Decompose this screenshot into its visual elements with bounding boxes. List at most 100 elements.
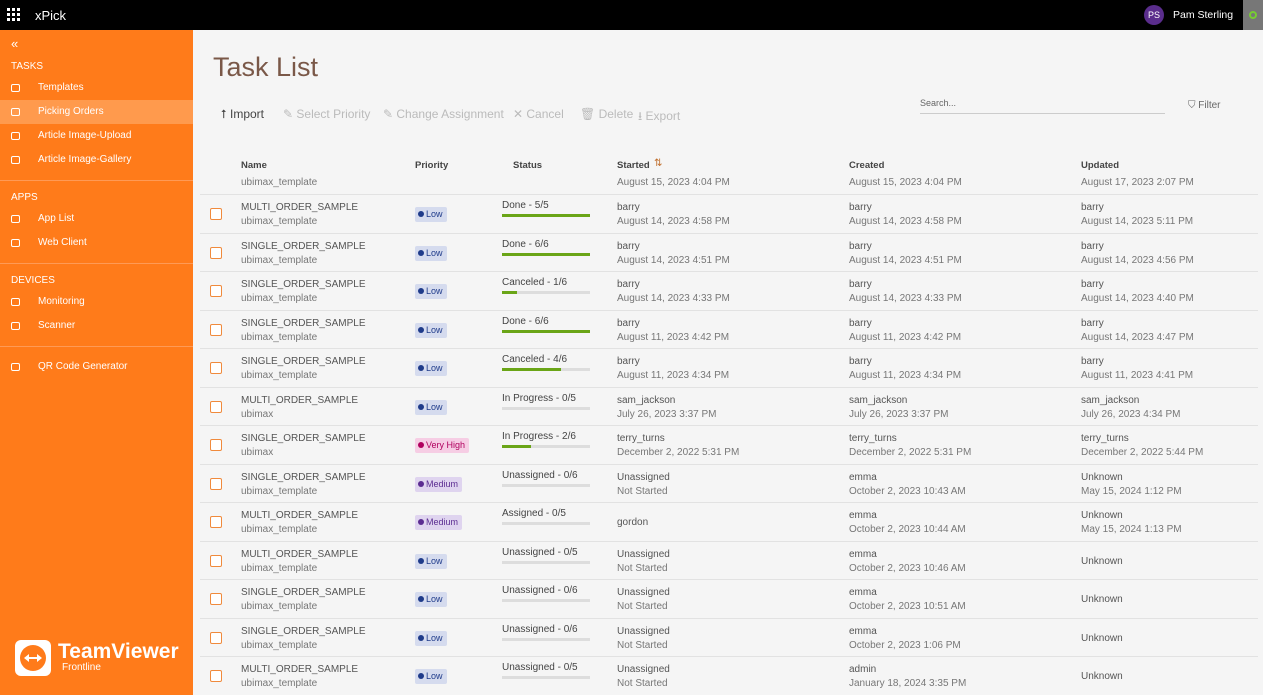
toolbar-icon: ⭡ [221,107,230,121]
priority-label: Low [426,247,443,258]
priority-badge: Low [415,553,447,569]
table-row[interactable]: SINGLE_ORDER_SAMPLE ubimax_template Low Can… [200,271,1258,310]
collapse-button[interactable]: « [11,36,19,51]
checkbox[interactable] [210,323,222,336]
filter[interactable]: ⛉ Filter [1188,100,1221,111]
priority-label: Medium [426,517,459,527]
checkbox[interactable] [210,439,222,451]
checkbox[interactable] [210,516,222,528]
nav-icon [11,84,20,92]
nav-icon [11,298,20,306]
nav-label[interactable]: Templates [38,82,84,93]
table-row[interactable]: MULTI_ORDER_SAMPLE ubimax_template Low Unas… [200,540,1258,580]
toolbar-label[interactable]: Select Priority [296,107,371,121]
table-row[interactable]: MULTI_ORDER_SAMPLE ubimax_template Low Unas… [200,656,1258,695]
column-header[interactable]: Name [241,160,267,171]
cell-text: barry [849,317,872,329]
toolbar-label[interactable]: Cancel [526,107,564,121]
cell-text: barry [617,202,640,213]
filter-label[interactable]: Filter [1198,100,1221,111]
nav-item[interactable]: Web Client [0,231,193,255]
table-row[interactable]: MULTI_ORDER_SAMPLE ubimax Low In Progress -… [200,386,1258,426]
cell-text: August 14, 2023 4:33 PM [617,293,730,304]
nav-label[interactable]: QR Code Generator [38,361,128,372]
cell-text: Unknown [1081,555,1123,567]
toolbar-label[interactable]: Change Assignment [396,107,504,121]
table-row[interactable]: SINGLE_ORDER_SAMPLE ubimax_template Low Una… [200,617,1258,657]
separator [0,180,193,181]
toolbar-button[interactable]: ⭳ Export [638,107,680,128]
column-header[interactable]: Created [849,160,885,171]
toolbar-button[interactable]: ✎ Select Priority [283,107,370,121]
cell-text: barry [1081,279,1104,290]
separator [0,263,193,264]
nav-item[interactable]: Monitoring [0,290,193,314]
apps-icon[interactable] [7,8,20,21]
cell-text: December 2, 2022 5:44 PM [1081,447,1204,458]
checkbox[interactable] [210,554,222,567]
checkbox[interactable] [210,400,222,413]
table-row[interactable]: SINGLE_ORDER_SAMPLE ubimax_template Low Don… [200,309,1258,349]
nav-label[interactable]: Picking Orders [38,106,104,117]
nav-item[interactable]: Templates [0,76,193,100]
nav-label[interactable]: Article Image-Upload [38,130,132,141]
nav-item[interactable]: QR Code Generator [0,355,193,379]
table-row[interactable]: SINGLE_ORDER_SAMPLE ubimax Very High In Pro… [200,425,1258,464]
cell-text: Not Started [617,562,668,574]
task-name: SINGLE_ORDER_SAMPLE [241,317,366,329]
toolbar-button[interactable]: ✎ Change Assignment [383,107,504,121]
priority-dot [418,249,424,256]
toolbar-button[interactable]: ✕ Cancel [513,107,564,121]
table-row[interactable]: SINGLE_ORDER_SAMPLE ubimax_template Medium… [200,463,1258,503]
table-row[interactable]: SINGLE_ORDER_SAMPLE ubimax_template Low Don… [200,232,1258,272]
nav-label[interactable]: App List [38,213,75,224]
column-header[interactable]: Started [617,160,650,171]
priority-dot [418,326,424,333]
nav-item[interactable]: Scanner [0,314,193,338]
nav-label[interactable]: Article Image-Gallery [38,154,132,165]
table-row[interactable]: SINGLE_ORDER_SAMPLE ubimax_template Low Una… [200,579,1258,618]
cell-text: barry [849,279,872,290]
nav-item[interactable]: App List [0,207,193,231]
table-row[interactable]: MULTI_ORDER_SAMPLE ubimax_template Low Done… [200,194,1258,233]
search[interactable]: Search... [920,98,1165,114]
checkbox[interactable] [210,246,222,259]
nav-label[interactable]: Scanner [38,320,76,331]
checkbox[interactable] [210,285,222,297]
sort-icon[interactable]: ⇅ [654,158,663,169]
cell-text: May 15, 2024 1:12 PM [1081,485,1182,497]
column-header[interactable]: Status [513,160,543,171]
checkbox[interactable] [210,631,222,644]
page-title: Task List [213,52,319,82]
nav-item[interactable]: Article Image-Gallery [0,148,193,172]
cell-text: August 14, 2023 4:58 PM [849,216,962,227]
priority-badge: Low [415,207,447,222]
checkbox[interactable] [210,593,222,605]
cell-text: terry_turns [849,433,897,444]
priority-label: Low [426,594,443,604]
column-header[interactable]: Priority [415,160,449,171]
checkbox[interactable] [210,477,222,490]
toolbar-label[interactable]: Import [229,107,264,121]
cell-text: barry [1081,240,1104,252]
toolbar-label[interactable]: Delete [598,107,634,121]
priority-dot [418,634,424,641]
avatar[interactable]: PS [1144,5,1164,25]
table-row[interactable]: SINGLE_ORDER_SAMPLE ubimax_template Low Can… [200,348,1258,387]
checkbox[interactable] [210,362,222,374]
checkbox[interactable] [210,208,222,220]
toolbar-button[interactable]: 🗑 Delete [580,107,633,121]
checkbox[interactable] [210,670,222,682]
nav-item[interactable]: Article Image-Upload [0,124,193,148]
table-row[interactable]: MULTI_ORDER_SAMPLE ubimax_template Medium A… [200,502,1258,541]
nav-label[interactable]: Web Client [38,237,87,248]
column-header[interactable]: Updated [1081,160,1119,171]
cell-text: August 14, 2023 4:33 PM [849,293,962,304]
toolbar-button[interactable]: ⭡ Import [221,107,264,122]
nav-label[interactable]: Monitoring [38,296,85,307]
toolbar-label[interactable]: Export [645,109,681,123]
nav-item[interactable]: Picking Orders [0,100,193,124]
user-name[interactable]: Pam Sterling [1173,9,1234,21]
status-button[interactable] [1243,0,1263,30]
cell-text: January 18, 2024 3:35 PM [849,678,967,689]
